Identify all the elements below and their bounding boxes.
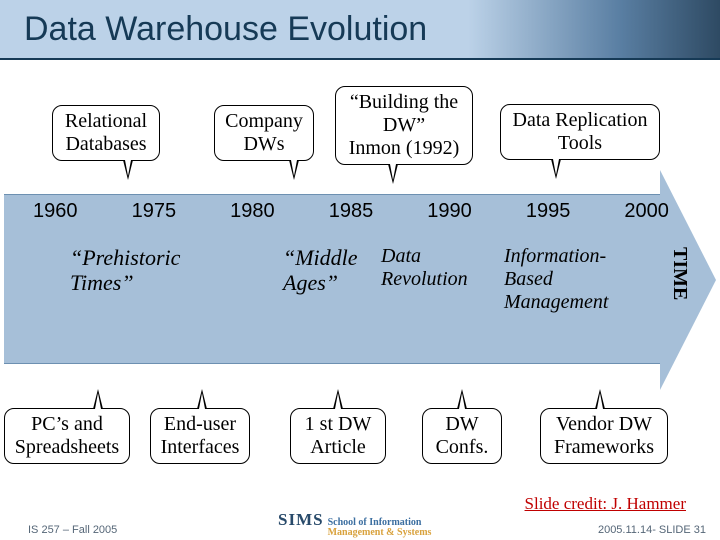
footer-logo: SIMS School of Information Management & … bbox=[278, 510, 431, 538]
footer: IS 257 – Fall 2005 SIMS School of Inform… bbox=[0, 516, 720, 540]
callout-relational-databases: Relational Databases bbox=[52, 105, 160, 161]
era-middle-ages: “Middle Ages” bbox=[283, 245, 363, 314]
era-prehistoric: “Prehistoric Times” bbox=[70, 245, 215, 314]
logo-line2: Management & Systems bbox=[328, 528, 432, 538]
callout-text: Vendor DW Frameworks bbox=[554, 413, 654, 458]
footer-right-text: 2005.11.14- SLIDE 31 bbox=[598, 524, 706, 536]
era-data-revolution: Data Revolution bbox=[381, 245, 486, 314]
callout-text: PC’s and Spreadsheets bbox=[15, 413, 119, 458]
eras-row: “Prehistoric Times” “Middle Ages” Data R… bbox=[70, 245, 680, 314]
page-title: Data Warehouse Evolution bbox=[24, 10, 720, 49]
year-label: 2000 bbox=[611, 200, 683, 223]
callout-text: Data Replication Tools bbox=[513, 109, 648, 154]
footer-left-text: IS 257 – Fall 2005 bbox=[28, 524, 117, 536]
year-label: 1960 bbox=[19, 200, 91, 223]
callout-vendor-dw-frameworks: Vendor DW Frameworks bbox=[540, 408, 668, 464]
callout-text: End-user Interfaces bbox=[161, 413, 240, 458]
era-info-based-mgmt: Information- Based Management bbox=[504, 245, 634, 314]
callout-pcs-spreadsheets: PC’s and Spreadsheets bbox=[4, 408, 130, 464]
callout-company-dws: Company DWs bbox=[214, 105, 314, 161]
callout-data-replication-tools: Data Replication Tools bbox=[500, 104, 660, 160]
callout-first-dw-article: 1 st DW Article bbox=[290, 408, 386, 464]
callout-text: 1 st DW Article bbox=[305, 413, 372, 458]
callout-dw-confs: DW Confs. bbox=[422, 408, 502, 464]
year-label: 1995 bbox=[512, 200, 584, 223]
logo-sims: SIMS bbox=[278, 510, 324, 530]
callout-text: “Building the DW” Inmon (1992) bbox=[349, 91, 460, 159]
callout-text: Relational Databases bbox=[65, 110, 147, 155]
slide: Data Warehouse Evolution 1960 1975 1980 … bbox=[0, 0, 720, 540]
timeline-years: 1960 1975 1980 1985 1990 1995 2000 bbox=[6, 200, 696, 223]
callout-building-the-dw: “Building the DW” Inmon (1992) bbox=[335, 86, 473, 165]
callout-text: DW Confs. bbox=[436, 413, 489, 458]
year-label: 1975 bbox=[118, 200, 190, 223]
year-label: 1980 bbox=[216, 200, 288, 223]
callout-text: Company DWs bbox=[225, 110, 303, 155]
year-label: 1990 bbox=[414, 200, 486, 223]
slide-credit: Slide credit: J. Hammer bbox=[525, 494, 686, 514]
year-label: 1985 bbox=[315, 200, 387, 223]
title-bar: Data Warehouse Evolution bbox=[0, 0, 720, 60]
callout-end-user-interfaces: End-user Interfaces bbox=[150, 408, 250, 464]
